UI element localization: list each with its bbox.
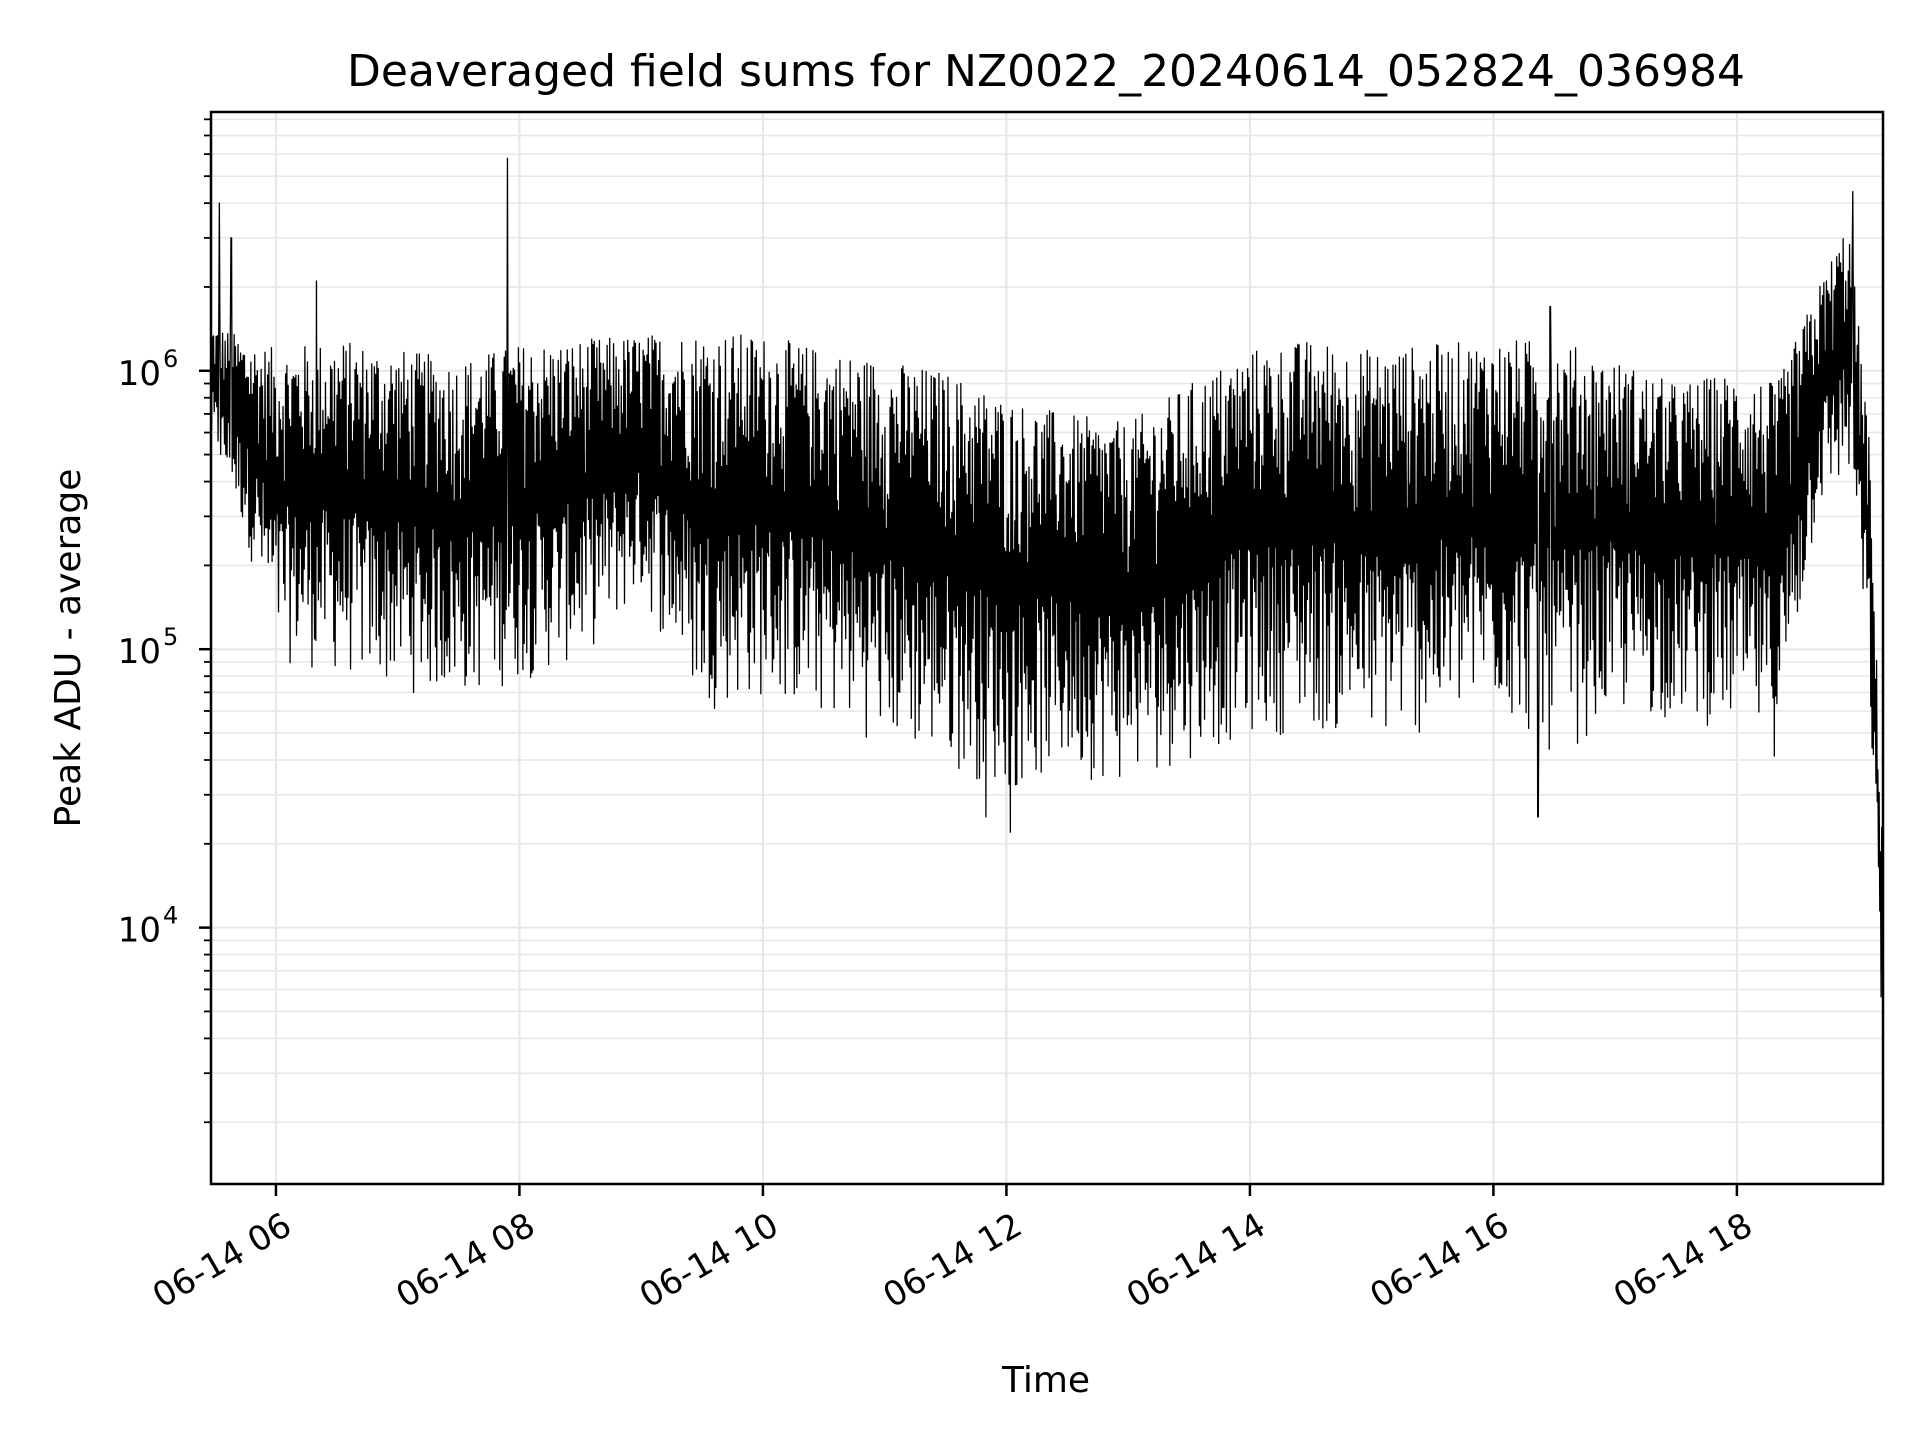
y-tick-exponent: 4: [163, 902, 178, 930]
x-axis: 06-14 06 06-14 08 06-14 10 06-14 12 06-14 14…: [146, 1184, 1759, 1316]
y-tick-exponent: 5: [163, 623, 178, 651]
x-tick-label: 06-14 06: [146, 1205, 298, 1316]
series-trace: [210, 157, 1884, 998]
x-tick-label: 06-14 10: [633, 1205, 785, 1316]
y-tick-label: 10: [118, 632, 161, 672]
x-tick-label: 06-14 16: [1364, 1205, 1516, 1316]
x-tick-label: 06-14 12: [877, 1205, 1029, 1316]
x-tick-label: 06-14 18: [1607, 1205, 1759, 1316]
y-axis-label: Peak ADU - average: [48, 469, 89, 828]
x-axis-label: Time: [1001, 1360, 1090, 1401]
x-tick-label: 06-14 14: [1120, 1205, 1272, 1316]
y-tick-label: 10: [118, 354, 161, 394]
y-tick-exponent: 6: [163, 345, 178, 373]
x-tick-label: 06-14 08: [390, 1205, 542, 1316]
chart-title: Deaveraged field sums for NZ0022_2024061…: [347, 46, 1745, 97]
series-line: [210, 157, 1884, 998]
y-tick-label: 10: [118, 911, 161, 951]
